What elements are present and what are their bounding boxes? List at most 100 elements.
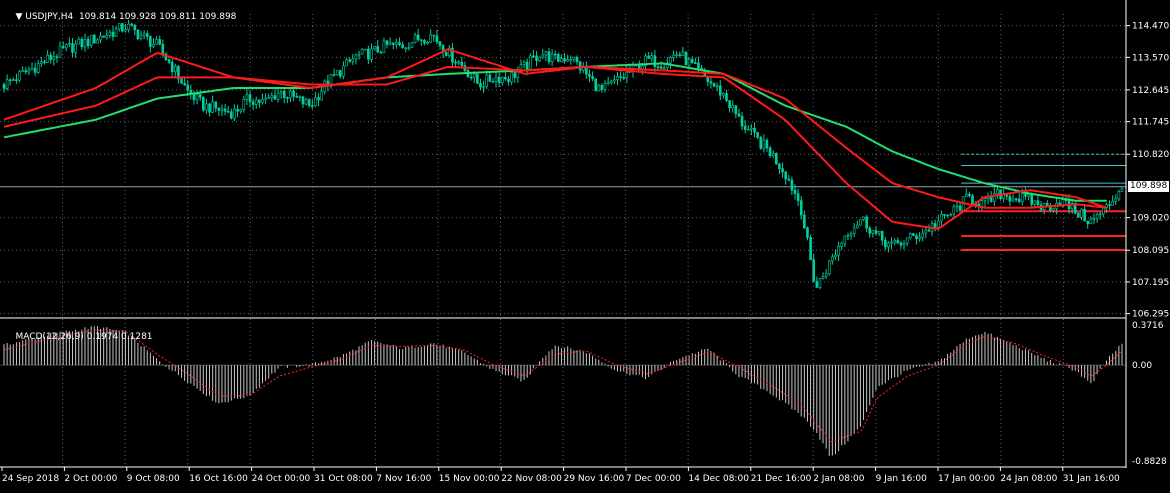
y-tick-label: 111.745 xyxy=(1132,118,1169,128)
candle-body xyxy=(622,76,626,79)
candle-body xyxy=(279,90,283,94)
candle-body xyxy=(687,58,691,66)
candle-body xyxy=(912,233,915,236)
candle-body xyxy=(242,99,246,110)
candle-body xyxy=(89,34,93,46)
candle-body xyxy=(940,214,943,222)
y-tick-label: 109.020 xyxy=(1132,214,1169,224)
candle-body xyxy=(214,101,218,109)
candle-body xyxy=(936,220,940,228)
candle-body xyxy=(438,41,442,46)
candle-body xyxy=(145,33,149,37)
candle-body xyxy=(444,52,448,56)
candle-body xyxy=(236,108,239,112)
candle-body xyxy=(55,56,59,59)
candle-body xyxy=(725,93,728,101)
candle-body xyxy=(541,54,545,58)
candle-body xyxy=(105,35,109,38)
candle-body xyxy=(1052,208,1055,211)
candle-body xyxy=(161,43,165,55)
candle-body xyxy=(768,147,772,157)
candle-body xyxy=(83,38,87,48)
candle-body xyxy=(859,219,862,226)
x-tick-label: 15 Nov 00:00 xyxy=(439,474,500,484)
candle-body xyxy=(416,34,420,40)
candle-body xyxy=(765,139,769,149)
candle-body xyxy=(896,240,900,244)
candle-body xyxy=(690,58,694,64)
candle-body xyxy=(1080,208,1083,218)
candle-body xyxy=(566,59,569,62)
candle-body xyxy=(884,239,887,248)
candle-body xyxy=(781,168,784,173)
candle-body xyxy=(211,101,214,113)
candle-body xyxy=(1036,200,1040,206)
candle-body xyxy=(1011,198,1015,202)
candle-body xyxy=(36,63,40,73)
x-tick-label: 31 Jan 16:00 xyxy=(1063,474,1120,484)
macd-signal-line xyxy=(3,329,1123,443)
candle-body xyxy=(712,82,716,87)
candle-body xyxy=(5,79,9,89)
candle-body xyxy=(71,43,74,53)
candle-body xyxy=(311,105,314,107)
candle-body xyxy=(790,179,794,191)
candle-body xyxy=(849,233,853,236)
candle-body xyxy=(124,29,127,32)
candle-body xyxy=(594,78,597,92)
candle-body xyxy=(578,61,582,71)
candle-body xyxy=(513,72,517,78)
x-tick-label: 2 Jan 08:00 xyxy=(813,474,865,484)
candle-body xyxy=(799,200,803,216)
candle-body xyxy=(208,103,211,113)
candle-body xyxy=(771,153,775,157)
candle-body xyxy=(827,260,831,275)
candle-body xyxy=(669,57,672,64)
candle-body xyxy=(282,90,286,98)
candle-body xyxy=(40,61,43,64)
candle-body xyxy=(239,109,242,112)
y-tick-label: 110.820 xyxy=(1132,150,1169,160)
candle-body xyxy=(843,235,847,244)
candle-body xyxy=(46,54,49,63)
candle-body xyxy=(329,74,333,87)
candle-body xyxy=(348,59,351,62)
candle-body xyxy=(121,23,124,32)
candle-body xyxy=(993,193,996,202)
candle-body xyxy=(1017,198,1021,202)
candle-body xyxy=(1092,217,1096,220)
candle-body xyxy=(890,241,893,244)
candle-body xyxy=(504,76,507,80)
candle-body xyxy=(117,23,121,30)
candle-body xyxy=(15,79,18,81)
candle-body xyxy=(332,74,336,76)
x-tick-label: 29 Nov 16:00 xyxy=(564,474,625,484)
candle-body xyxy=(880,231,884,241)
candle-body xyxy=(497,76,501,84)
candle-body xyxy=(248,94,252,102)
candle-body xyxy=(927,229,931,232)
candle-body xyxy=(525,61,529,70)
candle-body xyxy=(694,62,697,65)
candle-body xyxy=(192,93,196,101)
dropdown-triangle-icon[interactable]: ▼ xyxy=(15,12,26,22)
candle-body xyxy=(335,70,339,76)
candle-body xyxy=(479,83,482,88)
candle-body xyxy=(746,128,750,131)
candle-body xyxy=(734,105,738,115)
candle-body xyxy=(149,36,152,47)
candle-body xyxy=(868,227,872,234)
candle-body xyxy=(778,163,781,169)
candle-body xyxy=(806,227,809,238)
candle-body xyxy=(644,55,647,67)
candle-body xyxy=(871,230,875,234)
ohlc-values: 109.814 109.928 109.811 109.898 xyxy=(78,12,237,22)
candle-body xyxy=(709,81,713,84)
candle-body xyxy=(737,113,741,117)
candle-body xyxy=(127,23,130,30)
candle-body xyxy=(363,48,367,51)
candle-body xyxy=(233,108,236,119)
candle-body xyxy=(254,99,258,105)
